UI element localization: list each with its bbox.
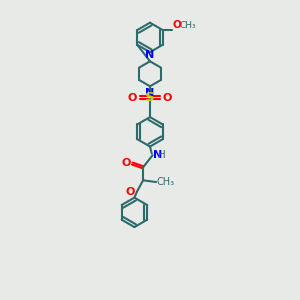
Text: N: N	[145, 50, 154, 60]
Text: N: N	[153, 150, 162, 160]
Text: O: O	[126, 188, 135, 197]
Text: O: O	[128, 92, 137, 103]
Text: CH₃: CH₃	[157, 177, 175, 187]
Text: N: N	[145, 88, 154, 98]
Text: O: O	[122, 158, 131, 168]
Text: CH₃: CH₃	[180, 21, 196, 30]
Text: O: O	[163, 92, 172, 103]
Text: S: S	[145, 91, 155, 104]
Text: O: O	[172, 20, 182, 30]
Text: H: H	[158, 150, 166, 160]
